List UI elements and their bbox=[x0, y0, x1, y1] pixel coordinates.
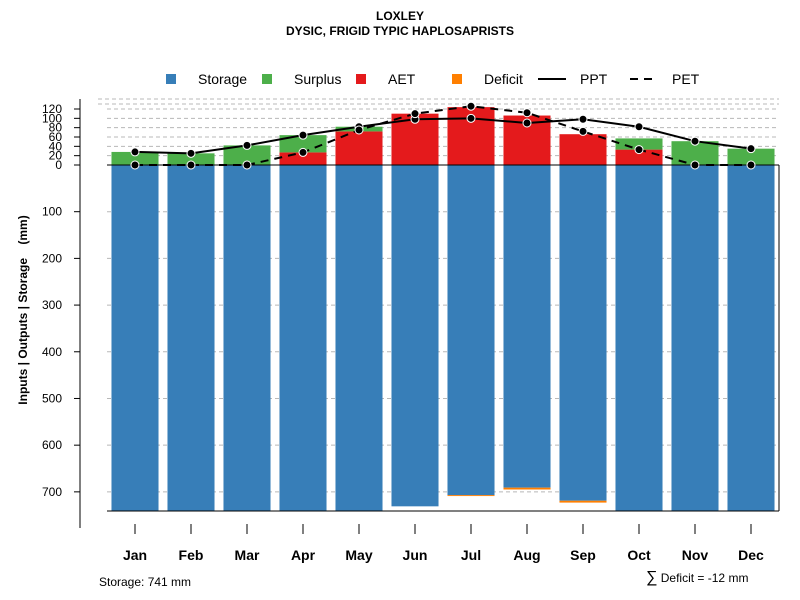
bar-storage-jan bbox=[111, 165, 159, 511]
y-tick-label: 100 bbox=[42, 205, 62, 219]
pet-point-jul bbox=[466, 101, 476, 111]
ppt-point-feb bbox=[186, 148, 196, 158]
bar-surplus-feb bbox=[167, 153, 215, 165]
ppt-point-apr bbox=[298, 130, 308, 140]
y-tick-label: 80 bbox=[49, 121, 63, 135]
y-tick-label: 40 bbox=[49, 139, 63, 153]
x-tick-label-mar: Mar bbox=[235, 547, 260, 563]
x-tick-label-nov: Nov bbox=[682, 547, 709, 563]
bar-storage-mar bbox=[223, 165, 271, 511]
bar-storage-jul bbox=[447, 165, 495, 496]
y-axis-label: Inputs | Outputs | Storage (mm) bbox=[16, 215, 30, 404]
pet-point-mar bbox=[242, 160, 252, 170]
ppt-line bbox=[134, 117, 752, 155]
bar-storage-apr bbox=[279, 165, 327, 511]
x-tick-label-jul: Jul bbox=[461, 547, 481, 563]
legend-deficit-label: Deficit bbox=[484, 71, 523, 87]
chart-subtitle: DYSIC, FRIGID TYPIC HAPLOSAPRISTS bbox=[285, 24, 515, 38]
pet-point-may bbox=[354, 125, 364, 135]
pet-point-nov bbox=[690, 160, 700, 170]
y-tick-label: 500 bbox=[42, 391, 62, 405]
y-tick-label: 20 bbox=[49, 149, 63, 163]
y-tick-label: 120 bbox=[42, 102, 62, 116]
x-tick-label-may: May bbox=[345, 547, 372, 563]
bar-aet-sep bbox=[559, 134, 607, 165]
x-tick-label-aug: Aug bbox=[513, 547, 540, 563]
x-tick-label-dec: Dec bbox=[738, 547, 764, 563]
bar-deficit-jul bbox=[447, 495, 495, 497]
y-tick-label: 0 bbox=[55, 158, 62, 172]
legend-surplus-label: Surplus bbox=[294, 71, 341, 87]
bar-surplus-apr bbox=[279, 135, 327, 153]
bar-surplus-mar bbox=[223, 145, 271, 165]
pet-point-oct bbox=[634, 145, 644, 155]
bar-storage-oct bbox=[615, 165, 663, 511]
y-tick-label: 700 bbox=[42, 485, 62, 499]
ppt-point-jul bbox=[466, 113, 476, 123]
bar-storage-dec bbox=[727, 165, 775, 511]
storage-note: Storage: 741 mm bbox=[99, 575, 192, 589]
legend-aet-swatch bbox=[356, 74, 366, 84]
legend-pet-label: PET bbox=[672, 71, 700, 87]
legend-deficit-swatch bbox=[452, 74, 462, 84]
bar-aet-oct bbox=[615, 149, 663, 165]
pet-point-feb bbox=[186, 160, 196, 170]
x-tick-label-jun: Jun bbox=[403, 547, 428, 563]
y-tick-label: 200 bbox=[42, 251, 62, 265]
legend-storage-swatch bbox=[166, 74, 176, 84]
bar-deficit-sep bbox=[559, 500, 607, 503]
bar-storage-nov bbox=[671, 165, 719, 511]
ppt-point-aug bbox=[522, 118, 532, 128]
x-tick-label-apr: Apr bbox=[291, 547, 316, 563]
x-tick-label-oct: Oct bbox=[627, 547, 651, 563]
y-tick-label: 60 bbox=[49, 130, 63, 144]
bar-storage-jun bbox=[391, 165, 439, 507]
pet-point-aug bbox=[522, 108, 532, 118]
deficit-note: Deficit = -12 mm bbox=[660, 571, 749, 585]
legend-ppt-label: PPT bbox=[580, 71, 608, 87]
bar-surplus-oct bbox=[615, 138, 663, 150]
pet-point-jan bbox=[130, 160, 140, 170]
sum-symbol: ∑ bbox=[646, 569, 658, 586]
pet-point-apr bbox=[298, 147, 308, 157]
bar-storage-may bbox=[335, 165, 383, 511]
y-tick-label: 300 bbox=[42, 298, 62, 312]
bar-deficit-aug bbox=[503, 487, 551, 490]
bar-surplus-dec bbox=[727, 148, 775, 165]
ppt-point-mar bbox=[242, 140, 252, 150]
pet-point-sep bbox=[578, 126, 588, 136]
x-tick-label-sep: Sep bbox=[570, 547, 596, 563]
y-tick-label: 600 bbox=[42, 438, 62, 452]
ppt-point-jan bbox=[130, 147, 140, 157]
ppt-point-oct bbox=[634, 122, 644, 132]
legend-storage-label: Storage bbox=[198, 71, 247, 87]
x-tick-label-feb: Feb bbox=[179, 547, 204, 563]
x-tick-label-jan: Jan bbox=[123, 547, 147, 563]
bar-storage-aug bbox=[503, 165, 551, 488]
legend-aet-label: AET bbox=[388, 71, 416, 87]
bar-surplus-nov bbox=[671, 141, 719, 165]
pet-point-jun bbox=[410, 109, 420, 119]
ppt-point-dec bbox=[746, 144, 756, 154]
pet-line bbox=[135, 105, 751, 166]
ppt-point-sep bbox=[578, 114, 588, 124]
chart-title: LOXLEY bbox=[375, 9, 424, 23]
bar-storage-feb bbox=[167, 165, 215, 511]
legend-surplus-swatch bbox=[262, 74, 272, 84]
y-tick-label: 100 bbox=[42, 111, 62, 125]
bar-surplus-jan bbox=[111, 151, 159, 165]
pet-point-dec bbox=[746, 160, 756, 170]
ppt-point-nov bbox=[690, 136, 700, 146]
bar-storage-sep bbox=[559, 165, 607, 501]
y-tick-label: 400 bbox=[42, 345, 62, 359]
